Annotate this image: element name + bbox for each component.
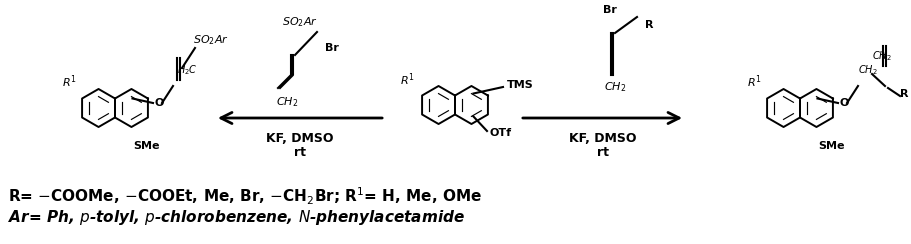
Text: $CH_2$: $CH_2$ <box>275 95 298 109</box>
Text: KF, DMSO: KF, DMSO <box>568 132 636 144</box>
Text: $CH_2$: $CH_2$ <box>857 63 876 77</box>
Text: $CH_2$: $CH_2$ <box>603 80 626 94</box>
Text: $R^1$: $R^1$ <box>62 74 77 90</box>
Text: SMe: SMe <box>133 141 159 151</box>
Text: SMe: SMe <box>817 141 844 151</box>
Text: TMS: TMS <box>507 80 533 90</box>
Text: rt: rt <box>293 145 306 159</box>
Text: Br: Br <box>602 5 616 15</box>
Text: R: R <box>899 89 907 99</box>
Text: KF, DMSO: KF, DMSO <box>266 132 333 144</box>
Text: $SO_2Ar$: $SO_2Ar$ <box>193 33 229 47</box>
Text: $SO_2Ar$: $SO_2Ar$ <box>281 15 318 29</box>
Text: Ar= Ph, $p$-tolyl, $p$-chlorobenzene, $N$-phenylacetamide: Ar= Ph, $p$-tolyl, $p$-chlorobenzene, $N… <box>8 209 465 227</box>
Text: $CH_2$: $CH_2$ <box>871 49 891 63</box>
Text: rt: rt <box>597 145 609 159</box>
Text: $R^1$: $R^1$ <box>399 72 414 88</box>
Text: $R^1$: $R^1$ <box>746 74 761 90</box>
Text: R: R <box>644 20 653 30</box>
Text: R= $-$COOMe, $-$COOEt, Me, Br, $-$CH$_2$Br; R$^1$= H, Me, OMe: R= $-$COOMe, $-$COOEt, Me, Br, $-$CH$_2$… <box>8 185 482 207</box>
Text: O: O <box>155 98 164 108</box>
Text: OTf: OTf <box>489 128 512 138</box>
Text: O: O <box>839 98 848 108</box>
Text: $H_2C$: $H_2C$ <box>177 63 198 77</box>
Text: Br: Br <box>324 43 339 53</box>
